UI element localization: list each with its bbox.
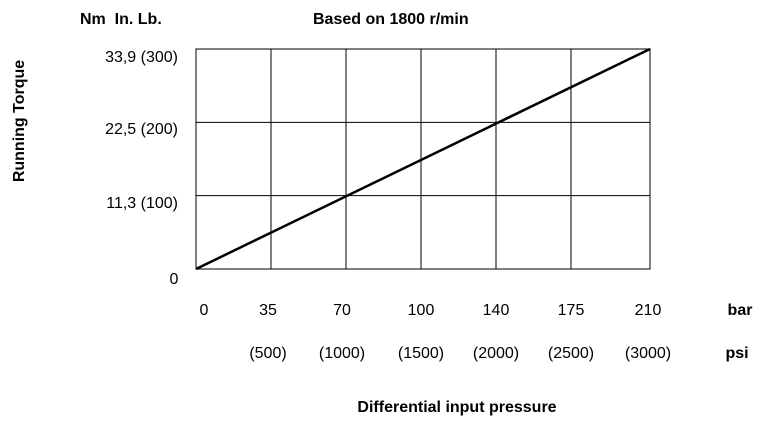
psi-tick-labels: (500) (1000) (1500) (2000) (2500) (3000)	[249, 345, 671, 362]
data-series	[195, 47, 651, 271]
y-tick-label: 22,5 (200)	[105, 121, 178, 138]
x-unit-bar: bar	[728, 302, 753, 319]
y-tick-labels: 0 11,3 (100) 22,5 (200) 33,9 (300)	[105, 49, 178, 288]
x-tick-label: 140	[483, 302, 510, 319]
x-tick-labels: 0 35 70 100 140 175 210	[200, 302, 662, 319]
x-unit-psi: psi	[725, 345, 748, 362]
psi-tick-label: (1000)	[319, 345, 365, 362]
y-tick-label: 0	[170, 271, 179, 288]
x-tick-label: 210	[635, 302, 662, 319]
x-tick-label: 70	[333, 302, 351, 319]
y-units-label: Nm In. Lb.	[80, 11, 162, 28]
plot-frame	[195, 48, 651, 270]
torque-line	[195, 47, 651, 271]
psi-tick-label: (3000)	[625, 345, 671, 362]
x-tick-label: 100	[408, 302, 435, 319]
psi-tick-label: (2000)	[473, 345, 519, 362]
psi-tick-label: (2500)	[548, 345, 594, 362]
x-tick-label: 35	[259, 302, 277, 319]
x-tick-label: 0	[200, 302, 209, 319]
y-tick-label: 33,9 (300)	[105, 49, 178, 66]
chart-title: Based on 1800 r/min	[313, 11, 469, 28]
x-axis-label: Differential input pressure	[357, 399, 556, 416]
psi-tick-label: (1500)	[398, 345, 444, 362]
y-tick-label: 11,3 (100)	[106, 195, 178, 212]
y-axis-label: Running Torque	[11, 60, 28, 182]
psi-tick-label: (500)	[249, 345, 286, 362]
x-tick-label: 175	[558, 302, 585, 319]
